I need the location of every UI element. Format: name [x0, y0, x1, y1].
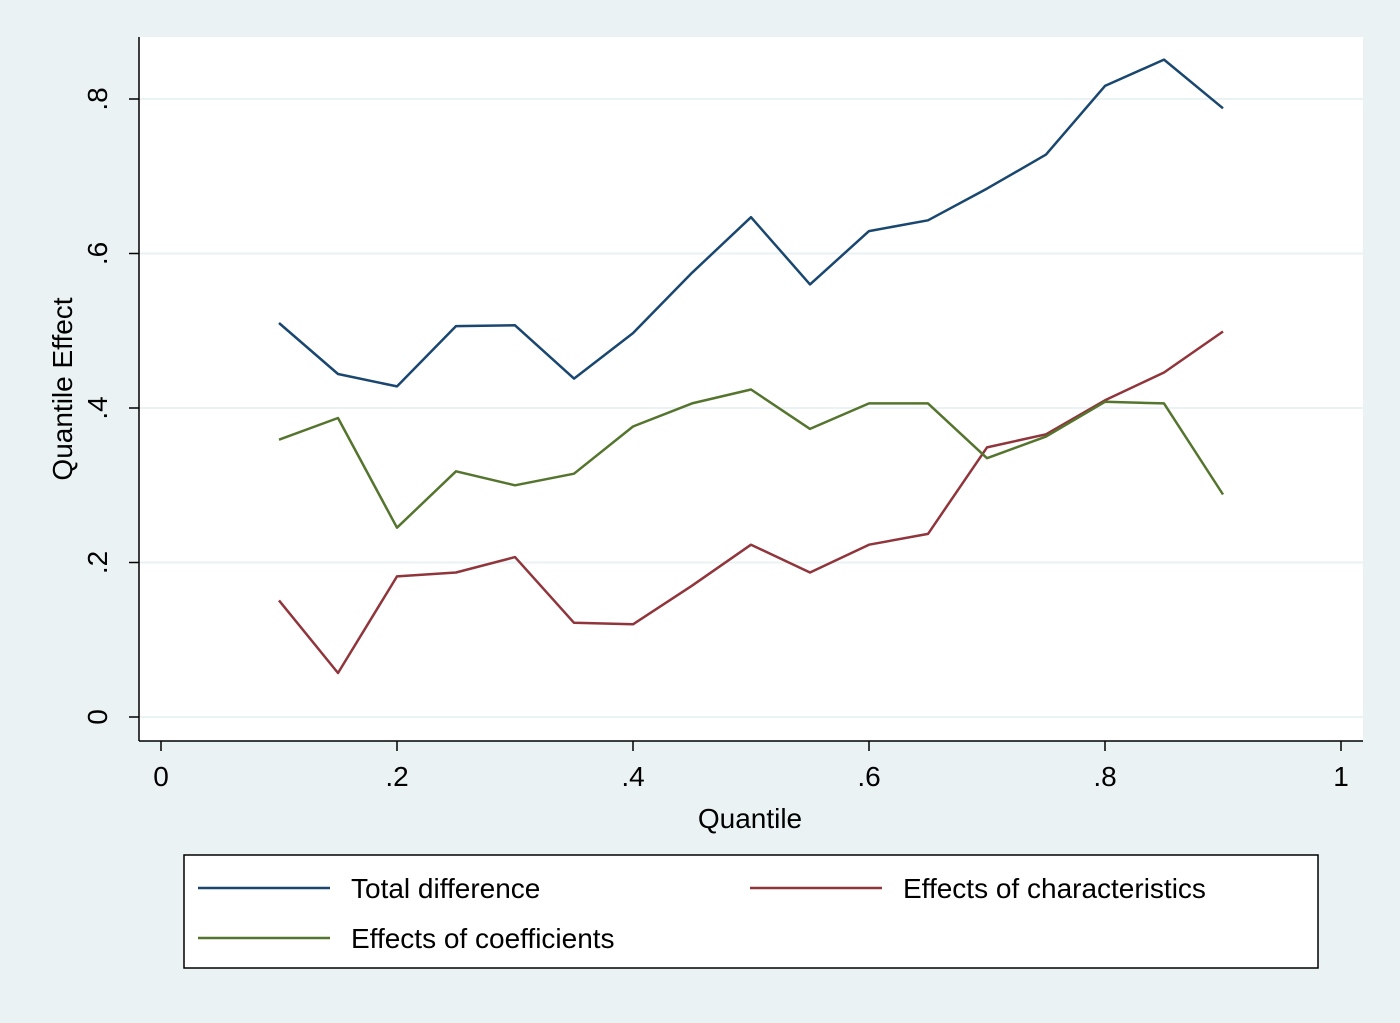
legend-entries: Total difference Effects of characteristi…	[198, 873, 1206, 954]
y-tick-label: .2	[82, 551, 113, 574]
gridlines	[139, 98, 1363, 718]
x-tick-label: .8	[1093, 761, 1116, 792]
series-lines	[278, 58, 1225, 675]
legend: Total difference Effects of characteristi…	[183, 854, 1319, 969]
y-tick-label: .8	[82, 87, 113, 110]
legend-label-2: Effects of characteristics	[903, 873, 1206, 904]
x-tick-label: .6	[857, 761, 880, 792]
legend-label-1: Total difference	[351, 873, 540, 904]
x-tick-label: 1	[1333, 761, 1349, 792]
y-axis-label: Quantile Effect	[47, 297, 78, 480]
axes	[138, 37, 1363, 742]
x-tick-label: 0	[153, 761, 169, 792]
series-line-1	[278, 58, 1224, 388]
series-line-2	[278, 330, 1224, 675]
y-tick-label: .4	[82, 396, 113, 419]
series-line-3	[278, 388, 1225, 529]
y-tick-label: .6	[82, 242, 113, 265]
legend-label-3: Effects of coefficients	[351, 923, 615, 954]
y-tick-label: 0	[82, 709, 113, 725]
legend-box	[183, 854, 1319, 969]
x-ticks: 0 .2 .4 .6 .8 1	[153, 741, 1349, 792]
x-tick-label: .4	[621, 761, 644, 792]
x-axis-label: Quantile	[698, 803, 802, 834]
x-tick-label: .2	[385, 761, 408, 792]
y-ticks: 0 .2 .4 .6 .8	[82, 87, 139, 725]
